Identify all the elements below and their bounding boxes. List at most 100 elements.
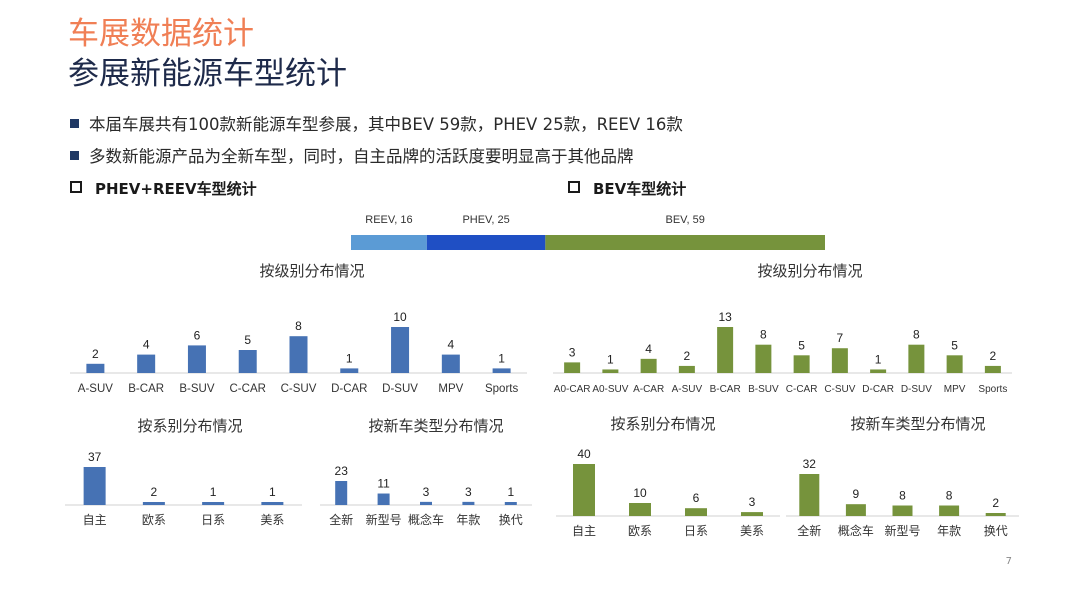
bar [741, 512, 763, 516]
bar [261, 502, 284, 505]
bar [685, 508, 707, 516]
section-heading-phev-reev: PHEV+REEV车型统计 [70, 178, 257, 199]
bar [984, 365, 1001, 373]
category-label: 欧系 [142, 513, 166, 527]
bar [377, 493, 390, 505]
bullet-square-icon [70, 119, 79, 128]
category-label: 年款 [456, 513, 480, 527]
data-label: 4 [645, 342, 652, 356]
section-heading-text: PHEV+REEV车型统计 [95, 180, 257, 198]
category-label: B-SUV [179, 383, 214, 395]
bar [946, 355, 963, 373]
data-label: 13 [718, 310, 732, 324]
category-label: A-SUV [78, 383, 113, 395]
chart-title: 按新车类型分布情况 [368, 418, 503, 435]
data-label: 2 [992, 496, 999, 510]
category-label: D-SUV [382, 383, 418, 395]
bar [755, 344, 772, 373]
bar [602, 369, 619, 373]
category-label: B-CAR [128, 383, 164, 395]
data-label: 2 [92, 347, 99, 361]
stacked-segment-reev [351, 235, 427, 250]
category-label: 自主 [572, 524, 596, 538]
chart-title: 按级别分布情况 [259, 263, 364, 280]
page-title: 车展数据统计 [68, 16, 254, 52]
category-label: 换代 [984, 524, 1008, 538]
chart-bev-brand: 按系别分布情况 40 自主 10 欧系 6 日系 3 美系 [556, 416, 780, 538]
category-label: 美系 [260, 513, 284, 527]
data-label: 10 [393, 310, 407, 324]
bullet-item: 本届车展共有100款新能源车型参展，其中BEV 59款，PHEV 25款，REE… [70, 111, 683, 135]
category-label: A0-CAR [554, 384, 591, 395]
category-label: 日系 [201, 513, 225, 527]
category-label: 欧系 [628, 524, 652, 538]
bar [564, 362, 581, 373]
category-label: 年款 [937, 524, 961, 538]
bar [908, 344, 925, 373]
category-label: 新型号 [884, 523, 920, 538]
data-label: 1 [346, 351, 353, 365]
category-label: MPV [438, 383, 463, 395]
bar [391, 327, 410, 373]
chart-bev-newtype: 按新车类型分布情况 32 全新 9 概念车 8 新型号 8 年款 2 换代 [786, 416, 1019, 538]
checkbox-outline-icon [568, 181, 580, 193]
category-label: 日系 [684, 524, 708, 538]
category-label: MPV [944, 384, 966, 395]
data-label: 37 [88, 450, 102, 464]
chart-bev-level: 按级别分布情况 3 A0-CAR 1 A0-SUV 4 A-CAR 2 A-SUV 13 B-CAR… [553, 263, 1012, 395]
data-label: 1 [607, 352, 614, 366]
bar [462, 501, 475, 505]
section-heading-bev: BEV车型统计 [568, 178, 686, 199]
stacked-label: BEV, 59 [665, 214, 704, 226]
page-number: 7 [1005, 556, 1012, 567]
data-label: 5 [244, 333, 251, 347]
data-label: 1 [507, 485, 514, 499]
category-label: C-SUV [281, 383, 317, 395]
data-label: 1 [210, 485, 217, 499]
bar [289, 336, 308, 373]
category-label: D-CAR [331, 383, 367, 395]
category-label: 概念车 [408, 512, 444, 527]
bullet-text: 本届车展共有100款新能源车型参展，其中BEV 59款，PHEV 25款，REE… [89, 115, 683, 134]
data-label: 40 [577, 447, 591, 461]
bullet-item: 多数新能源产品为全新车型，同时，自主品牌的活跃度要明显高于其他品牌 [70, 143, 634, 167]
category-label: A-SUV [672, 384, 703, 395]
bar [678, 365, 695, 373]
category-label: 概念车 [838, 523, 874, 538]
data-label: 5 [798, 338, 805, 352]
data-label: 10 [633, 486, 647, 500]
data-label: 3 [749, 495, 756, 509]
bar [799, 474, 820, 516]
data-label: 32 [803, 457, 817, 471]
bar [793, 355, 810, 373]
data-label: 7 [837, 331, 844, 345]
chart-title: 按新车类型分布情况 [850, 416, 985, 433]
category-label: C-SUV [824, 384, 855, 395]
data-label: 1 [875, 352, 882, 366]
category-label: Sports [978, 384, 1007, 395]
bar [845, 504, 866, 516]
bar [340, 368, 359, 373]
category-label: B-SUV [748, 384, 779, 395]
category-label: 美系 [740, 524, 764, 538]
category-label: D-CAR [862, 384, 894, 395]
stacked-label: PHEV, 25 [462, 214, 509, 226]
bar [985, 513, 1006, 516]
bar [238, 350, 257, 373]
category-label: 换代 [499, 513, 523, 527]
bullet-text: 多数新能源产品为全新车型，同时，自主品牌的活跃度要明显高于其他品牌 [89, 147, 634, 166]
bar [335, 481, 348, 505]
data-label: 11 [377, 477, 390, 491]
bar [892, 505, 913, 516]
bar [441, 354, 460, 373]
category-label: 自主 [83, 513, 107, 527]
category-label: C-CAR [786, 384, 818, 395]
data-label: 2 [151, 485, 158, 499]
data-label: 6 [194, 328, 201, 342]
bar [831, 348, 848, 373]
stacked-label: REEV, 16 [365, 214, 412, 226]
chart-phev-newtype: 按新车类型分布情况 23 全新 11 新型号 3 概念车 3 年款 1 换代 [320, 418, 532, 527]
checkbox-outline-icon [70, 181, 82, 193]
category-label: C-CAR [230, 383, 266, 395]
